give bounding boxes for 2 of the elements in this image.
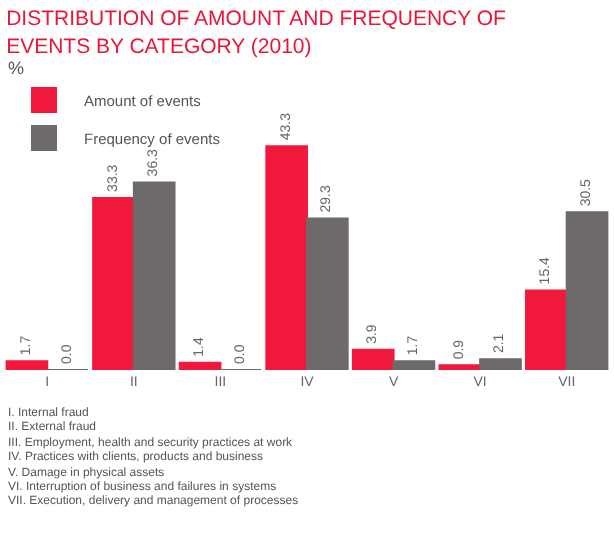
y-axis-title: % [8,58,25,78]
chart-title: DISTRIBUTION OF AMOUNT AND FREQUENCY OF EVENTS BY CATEGORY (2010) [6,7,506,59]
